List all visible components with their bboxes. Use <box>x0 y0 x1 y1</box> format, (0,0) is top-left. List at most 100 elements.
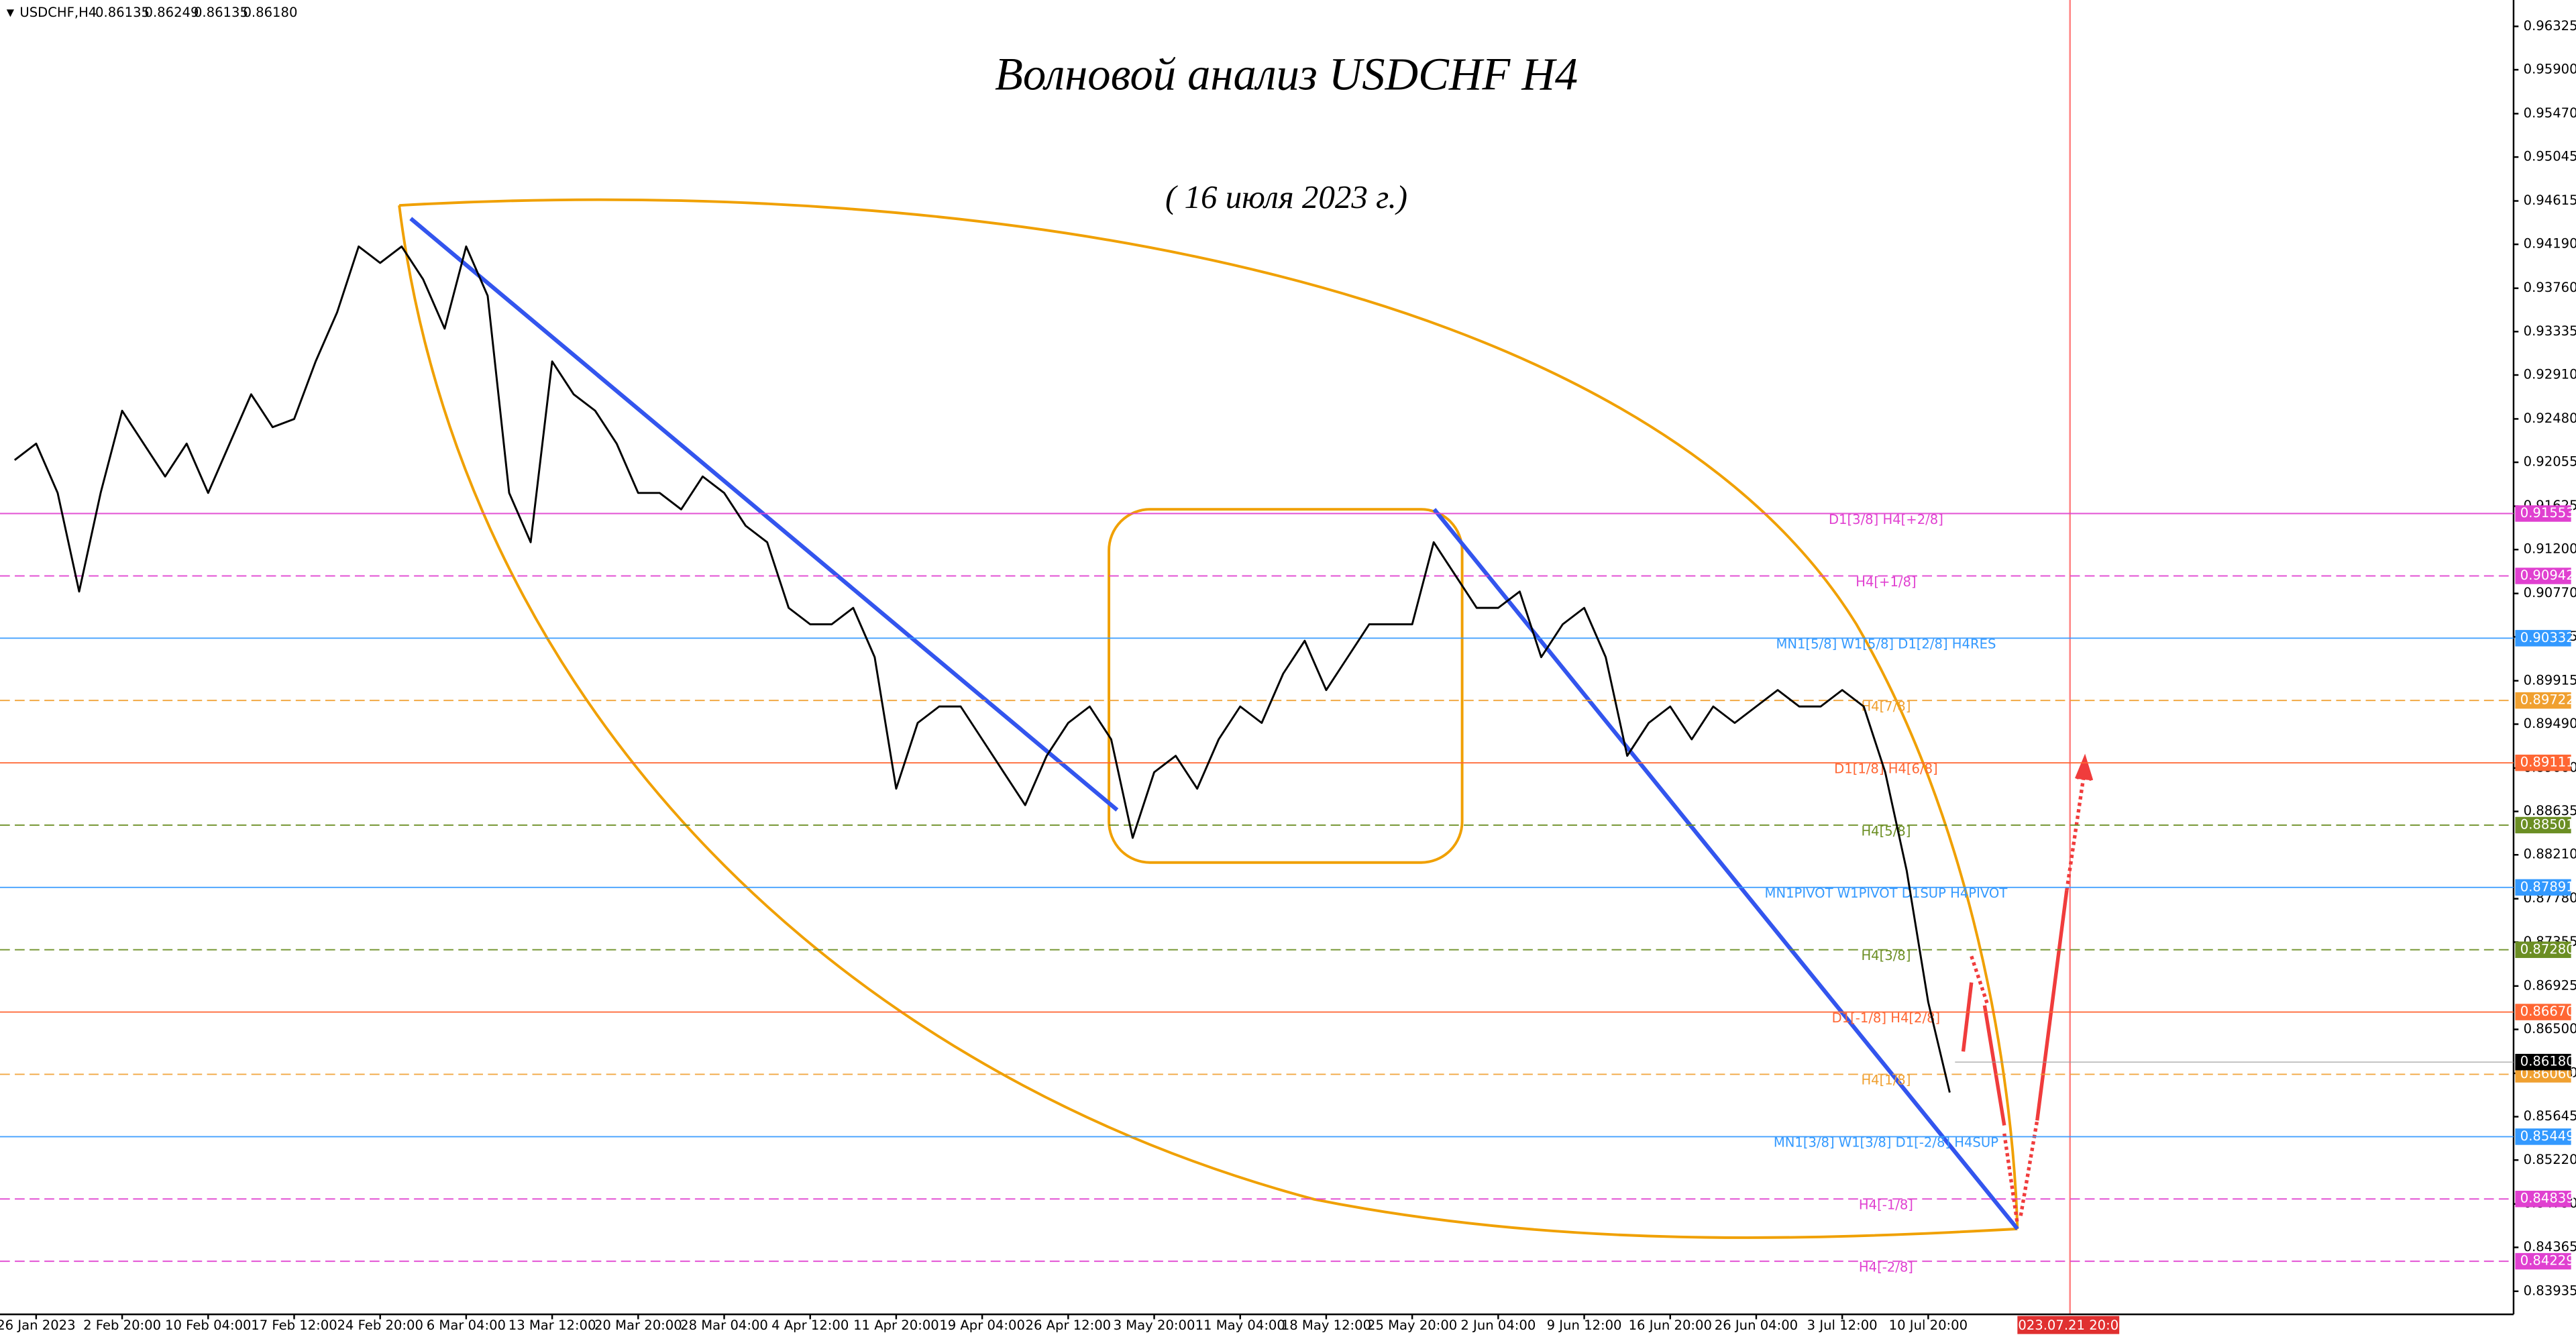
y-tick-label: 0.95900 <box>2524 61 2576 76</box>
level-tag <box>2515 505 2571 522</box>
level-price: 0.89111 <box>2520 755 2575 770</box>
x-tick-label: 3 Jul 12:00 <box>1807 1318 1878 1333</box>
y-tick-label: 0.94190 <box>2524 236 2576 252</box>
x-tick-label: 26 Jun 04:00 <box>1715 1318 1798 1333</box>
x-tick-label: 10 Feb 04:00 <box>165 1318 251 1333</box>
x-tick-label: 3 May 20:00 <box>1114 1318 1195 1333</box>
x-tick-label: 20 Mar 20:00 <box>594 1318 682 1333</box>
x-tick-label: 4 Apr 12:00 <box>771 1318 849 1333</box>
level-tag <box>2515 630 2571 647</box>
wave-arc-bottom <box>398 205 2018 1239</box>
price-line <box>13 245 1951 1093</box>
level-price: 0.89722 <box>2520 692 2575 708</box>
y-tick-label: 0.89915 <box>2524 672 2576 688</box>
arrow <box>2002 1133 2020 1224</box>
y-tick-label: 0.92910 <box>2524 367 2576 382</box>
cursor-tag <box>2017 1316 2120 1334</box>
y-tick-label: 0.85220 <box>2524 1152 2576 1167</box>
level-label: H4[3/8] <box>1861 948 1911 963</box>
x-tick-label: 26 Jan 2023 <box>0 1318 76 1333</box>
level-label: MN1[5/8] W1[5/8] D1[2/8] H4RES <box>1776 637 1996 652</box>
level-price: 0.88501 <box>2520 816 2575 832</box>
level-price: 0.84839 <box>2520 1191 2575 1206</box>
level-tag <box>2515 879 2571 896</box>
level-tag <box>2515 1128 2571 1145</box>
x-tick-label: 2 Jun 04:00 <box>1460 1318 1536 1333</box>
level-price: 0.90332 <box>2520 630 2575 645</box>
x-tick-label: 9 Jun 12:00 <box>1547 1318 1622 1333</box>
x-tick-label: 16 Jun 20:00 <box>1629 1318 1712 1333</box>
ohlc-value: 0.86135 <box>194 5 248 20</box>
level-price: 0.87891 <box>2520 879 2575 894</box>
trend-line <box>409 217 1119 812</box>
y-tick-label: 0.95045 <box>2524 149 2576 164</box>
y-tick-label: 0.93760 <box>2524 280 2576 295</box>
wave-arc-top <box>398 198 2019 1229</box>
y-tick-label: 0.86500 <box>2524 1021 2576 1036</box>
level-tag <box>2515 1252 2571 1270</box>
x-tick-label: 13 Mar 12:00 <box>508 1318 596 1333</box>
x-tick-label: 11 Apr 20:00 <box>853 1318 939 1333</box>
range-box <box>1108 508 1464 864</box>
header-arrow: ▼ <box>7 7 15 19</box>
level-price: 0.87280 <box>2520 941 2575 957</box>
y-tick-label: 0.96325 <box>2524 18 2576 34</box>
x-tick-label: 2 Feb 20:00 <box>83 1318 161 1333</box>
level-tag <box>2515 568 2571 584</box>
cursor-label: 2023.07.21 20:00 <box>2010 1318 2127 1333</box>
price-tag <box>2515 1053 2571 1071</box>
level-label: D1[-1/8] H4[2/8] <box>1832 1010 1941 1026</box>
level-tag <box>2515 816 2571 834</box>
level-tag <box>2515 1191 2571 1208</box>
y-tick-label: 0.94615 <box>2524 193 2576 208</box>
y-tick-label: 0.92055 <box>2524 454 2576 470</box>
level-label: H4[-2/8] <box>1859 1259 1913 1275</box>
level-price: 0.84229 <box>2520 1253 2575 1269</box>
level-label: H4[7/8] <box>1861 698 1911 714</box>
level-label: H4[5/8] <box>1861 823 1911 839</box>
y-tick-label: 0.86925 <box>2524 977 2576 993</box>
ohlc-value: 0.86249 <box>145 5 199 20</box>
level-tag <box>2515 692 2571 709</box>
y-tick-label: 0.90770 <box>2524 585 2576 600</box>
x-tick-label: 10 Jul 20:00 <box>1889 1318 1968 1333</box>
level-price: 0.86670 <box>2520 1004 2575 1019</box>
level-label: H4[+1/8] <box>1856 574 1916 590</box>
y-tick-label: 0.84365 <box>2524 1239 2576 1254</box>
arrow <box>1970 955 1990 1006</box>
x-tick-label: 25 May 20:00 <box>1367 1318 1457 1333</box>
x-tick-label: 11 May 04:00 <box>1195 1318 1285 1333</box>
level-label: H4[-1/8] <box>1859 1197 1913 1213</box>
x-tick-label: 19 Apr 04:00 <box>939 1318 1025 1333</box>
level-tag <box>2515 754 2571 771</box>
level-tag <box>2515 1004 2571 1020</box>
y-tick-label: 0.91200 <box>2524 541 2576 557</box>
y-tick-label: 0.95470 <box>2524 105 2576 121</box>
x-tick-label: 18 May 12:00 <box>1281 1318 1371 1333</box>
x-tick-label: 28 Mar 04:00 <box>680 1318 768 1333</box>
y-tick-label: 0.89490 <box>2524 716 2576 731</box>
x-tick-label: 24 Feb 20:00 <box>337 1318 423 1333</box>
level-price: 0.85449 <box>2520 1128 2575 1144</box>
y-tick-label: 0.92480 <box>2524 411 2576 426</box>
y-tick-label: 0.83935 <box>2524 1283 2576 1298</box>
y-tick-label: 0.93335 <box>2524 323 2576 339</box>
x-tick-label: 17 Feb 12:00 <box>251 1318 337 1333</box>
x-tick-label: 6 Mar 04:00 <box>427 1318 506 1333</box>
chart-subtitle: ( 16 июля 2023 г.) <box>1165 178 1407 215</box>
level-label: H4[1/8] <box>1861 1073 1911 1088</box>
symbol: USDCHF,H4 <box>19 5 97 20</box>
arrow <box>2035 890 2069 1121</box>
x-tick-label: 26 Apr 12:00 <box>1025 1318 1111 1333</box>
level-label: D1[3/8] H4[+2/8] <box>1829 512 1943 527</box>
arrow <box>1982 1005 2006 1126</box>
level-price: 0.90942 <box>2520 568 2575 583</box>
ohlc-value: 0.86180 <box>243 5 297 20</box>
level-price: 0.91553 <box>2520 505 2575 521</box>
price-tag-label: 0.86180 <box>2520 1054 2575 1069</box>
level-label: MN1PIVOT W1PIVOT D1SUP H4PIVOT <box>1765 886 2008 901</box>
arrow <box>2065 768 2087 891</box>
chart-title: Волновой анализ USDCHF H4 <box>995 48 1578 99</box>
y-tick-label: 0.88635 <box>2524 803 2576 818</box>
